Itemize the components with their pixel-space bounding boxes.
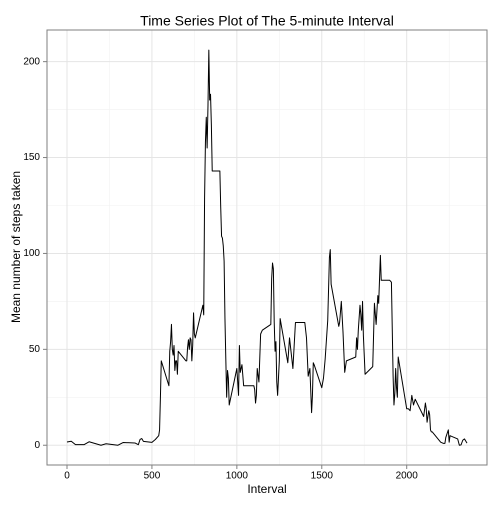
x-tick-label: 0 bbox=[64, 471, 70, 482]
y-tick-label: 200 bbox=[23, 56, 40, 67]
panel-border bbox=[46, 29, 488, 466]
y-tick-label: 0 bbox=[34, 440, 40, 451]
y-tick-label: 50 bbox=[29, 344, 41, 355]
y-axis-label: Mean number of steps taken bbox=[9, 171, 23, 323]
x-tick-label: 2000 bbox=[396, 471, 419, 482]
x-tick-label: 1000 bbox=[226, 471, 249, 482]
x-tick-label: 1500 bbox=[311, 471, 334, 482]
chart-title: Time Series Plot of The 5-minute Interva… bbox=[140, 13, 394, 29]
y-tick-label: 100 bbox=[23, 248, 40, 259]
y-tick-label: 150 bbox=[23, 152, 40, 163]
line-series bbox=[66, 49, 468, 446]
x-tick-label: 500 bbox=[144, 471, 161, 482]
x-axis-label: Interval bbox=[247, 482, 286, 496]
